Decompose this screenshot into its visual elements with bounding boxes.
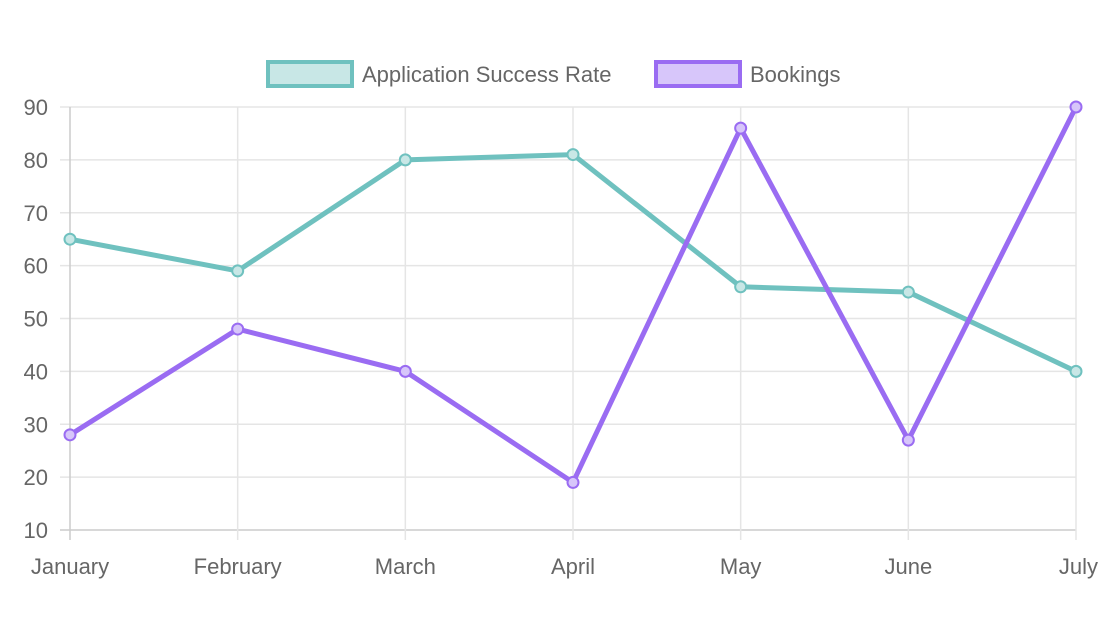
legend-swatch-bookings: [654, 60, 742, 88]
chart-legend[interactable]: Application Success Rate Bookings: [266, 60, 841, 88]
grid-lines: [60, 106, 1077, 540]
data-point-application-success-rate[interactable]: [566, 148, 580, 162]
y-tick-label: 30: [24, 412, 48, 437]
data-point-bookings[interactable]: [63, 428, 77, 442]
data-point-application-success-rate[interactable]: [901, 285, 915, 299]
y-axis: 10 20 30 40 50 60 70 80 90: [24, 95, 48, 543]
y-tick-label: 80: [24, 148, 48, 173]
legend-item-bookings[interactable]: Bookings: [654, 60, 841, 88]
data-point-bookings[interactable]: [1069, 100, 1083, 114]
x-tick-label: March: [375, 554, 436, 579]
legend-swatch-application-success-rate: [266, 60, 354, 88]
data-point-bookings[interactable]: [231, 322, 245, 336]
legend-label-bookings: Bookings: [750, 62, 841, 87]
x-tick-label: April: [551, 554, 595, 579]
data-point-application-success-rate[interactable]: [1069, 364, 1083, 378]
data-point-bookings[interactable]: [734, 121, 748, 135]
y-tick-label: 20: [24, 465, 48, 490]
y-tick-label: 40: [24, 359, 48, 384]
data-point-bookings[interactable]: [398, 364, 412, 378]
series-application-success-rate: [63, 148, 1083, 378]
data-point-application-success-rate[interactable]: [231, 264, 245, 278]
legend-item-application-success-rate[interactable]: Application Success Rate: [266, 60, 611, 88]
x-tick-label: May: [720, 554, 762, 579]
data-point-application-success-rate[interactable]: [63, 232, 77, 246]
x-tick-label: February: [194, 554, 282, 579]
x-tick-label: July: [1059, 554, 1098, 579]
y-tick-label: 60: [24, 254, 48, 279]
series-layer: [63, 100, 1083, 489]
x-tick-label: January: [31, 554, 109, 579]
x-axis: January February March April May June July: [31, 554, 1098, 579]
y-tick-label: 70: [24, 201, 48, 226]
x-tick-label: June: [884, 554, 932, 579]
y-tick-label: 50: [24, 307, 48, 332]
y-tick-label: 10: [24, 518, 48, 543]
y-tick-label: 90: [24, 95, 48, 120]
data-point-bookings[interactable]: [901, 433, 915, 447]
series-bookings: [63, 100, 1083, 489]
legend-label-application-success-rate: Application Success Rate: [362, 62, 611, 87]
data-point-application-success-rate[interactable]: [734, 280, 748, 294]
data-point-bookings[interactable]: [566, 475, 580, 489]
data-point-application-success-rate[interactable]: [398, 153, 412, 167]
